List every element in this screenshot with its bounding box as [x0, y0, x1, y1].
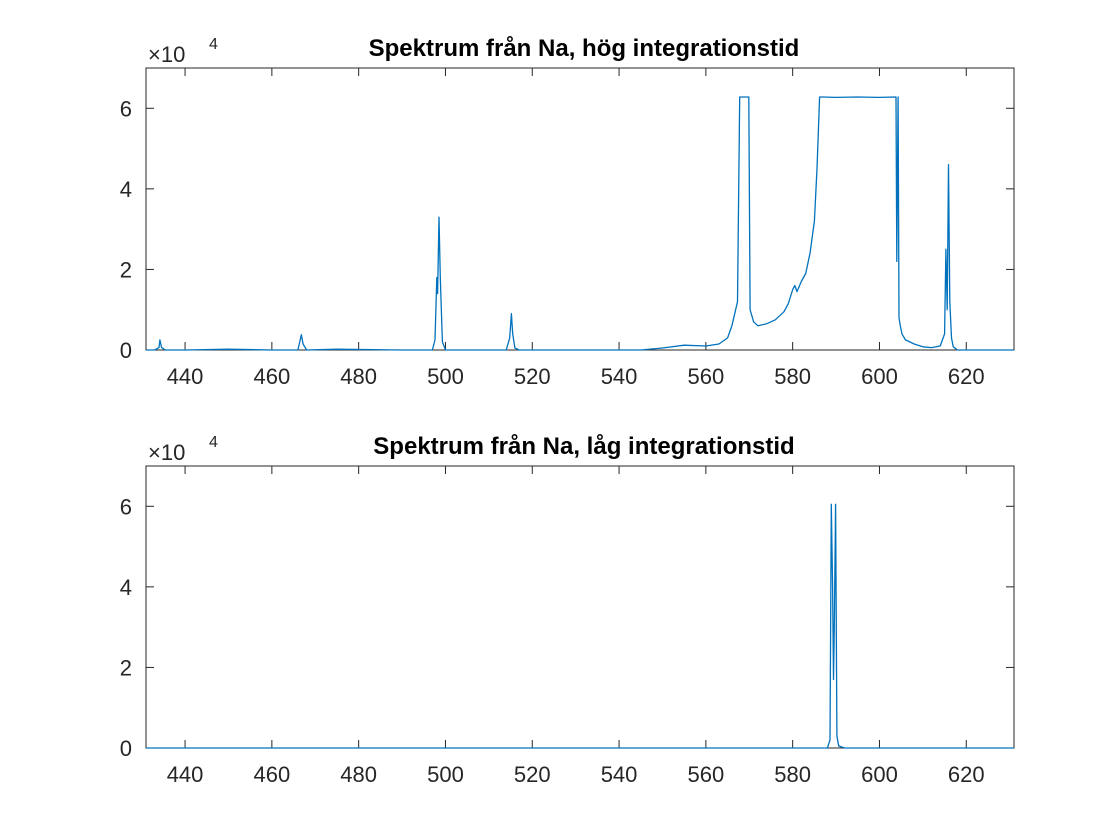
- top-axes-box: [146, 68, 1014, 350]
- top-x-tick-label: 560: [688, 364, 725, 389]
- bottom-x-tick-label: 540: [601, 762, 638, 787]
- bottom-x-tick-label: 500: [427, 762, 464, 787]
- bottom-y-tick-label: 2: [120, 655, 132, 680]
- bottom-y-tick-label: 4: [120, 575, 132, 600]
- top-series-line: [146, 97, 1014, 350]
- top-x-tick-label: 540: [601, 364, 638, 389]
- bottom-x-tick-label: 480: [340, 762, 377, 787]
- bottom-y-multiplier-exponent: 4: [209, 434, 218, 451]
- bottom-x-tick-label: 560: [688, 762, 725, 787]
- bottom-y-multiplier-base: ×10: [148, 440, 185, 465]
- bottom-axes-box: [146, 466, 1014, 748]
- bottom-x-tick-label: 580: [774, 762, 811, 787]
- bottom-x-tick-label: 620: [948, 762, 985, 787]
- top-chart-title: Spektrum från Na, hög integrationstid: [369, 35, 800, 62]
- bottom-x-tick-label: 600: [861, 762, 898, 787]
- top-x-tick-label: 520: [514, 364, 551, 389]
- top-y-tick-label: 6: [120, 96, 132, 121]
- bottom-x-tick-label: 460: [254, 762, 291, 787]
- top-y-multiplier-base: ×10: [148, 42, 185, 67]
- top-y-tick-label: 0: [120, 338, 132, 363]
- bottom-x-tick-label: 520: [514, 762, 551, 787]
- top-x-tick-label: 460: [254, 364, 291, 389]
- top-x-tick-label: 620: [948, 364, 985, 389]
- bottom-series-line: [146, 504, 1014, 748]
- top-x-tick-label: 580: [774, 364, 811, 389]
- bottom-panel: 440 460 480 500 520 540 560 580 600 620 0 2 4 6 Spektr…: [120, 433, 1014, 787]
- top-panel: 440 460 480 500 520 540 560 580 600 620 0 2 4 6 Spektr…: [120, 35, 1014, 389]
- top-x-tick-label: 440: [167, 364, 204, 389]
- top-x-tick-label: 480: [340, 364, 377, 389]
- top-y-tick-label: 4: [120, 177, 132, 202]
- bottom-chart-title: Spektrum från Na, låg integrationstid: [373, 433, 794, 460]
- bottom-x-tick-label: 440: [167, 762, 204, 787]
- bottom-y-multiplier: ×10 4: [148, 434, 218, 465]
- top-y-multiplier: ×10 4: [148, 36, 218, 67]
- bottom-y-tick-label: 0: [120, 736, 132, 761]
- top-y-multiplier-exponent: 4: [209, 36, 218, 53]
- top-x-tick-label: 600: [861, 364, 898, 389]
- top-y-tick-label: 2: [120, 257, 132, 282]
- top-x-tick-label: 500: [427, 364, 464, 389]
- bottom-y-tick-label: 6: [120, 494, 132, 519]
